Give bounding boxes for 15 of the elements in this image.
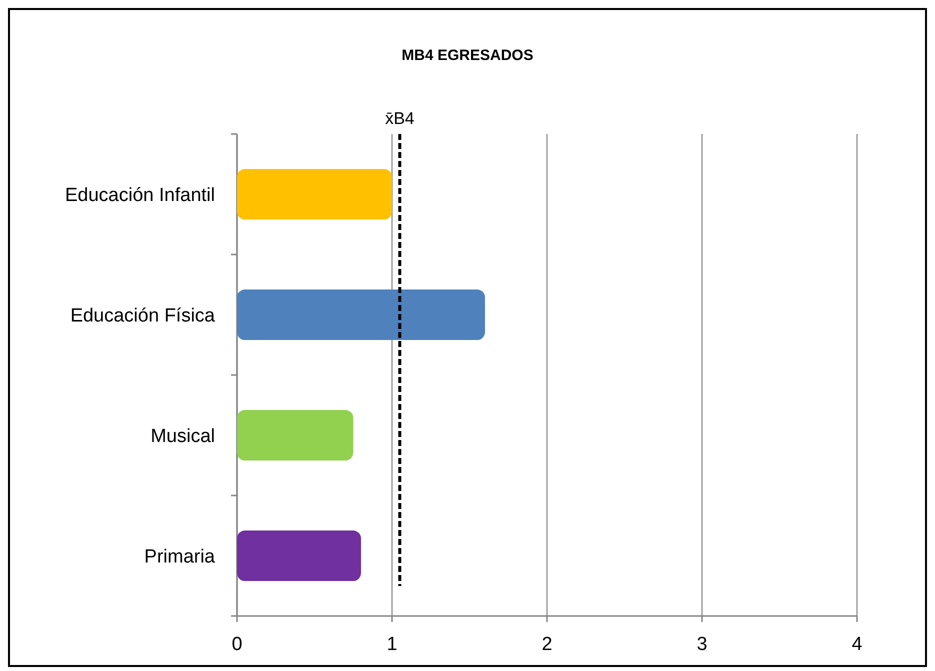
x-tick-label: 0	[232, 634, 242, 655]
y-tick-label: Musical	[150, 426, 215, 447]
bar	[237, 289, 485, 340]
bar	[237, 530, 361, 582]
ref-line-label: x̄B4	[385, 109, 414, 128]
y-tick-label: Primaria	[144, 546, 216, 568]
x-tick-label: 1	[386, 634, 398, 655]
y-tick-label: Educación Infantil	[65, 184, 215, 206]
y-tick-label: Educación Física	[70, 305, 216, 326]
x-tick-label: 2	[542, 634, 552, 655]
chart-title: MB4 EGRESADOS	[402, 47, 534, 64]
x-tick-label: 4	[852, 634, 863, 655]
x-tick-label: 3	[696, 634, 708, 655]
bar	[237, 168, 392, 220]
bar	[237, 410, 354, 461]
